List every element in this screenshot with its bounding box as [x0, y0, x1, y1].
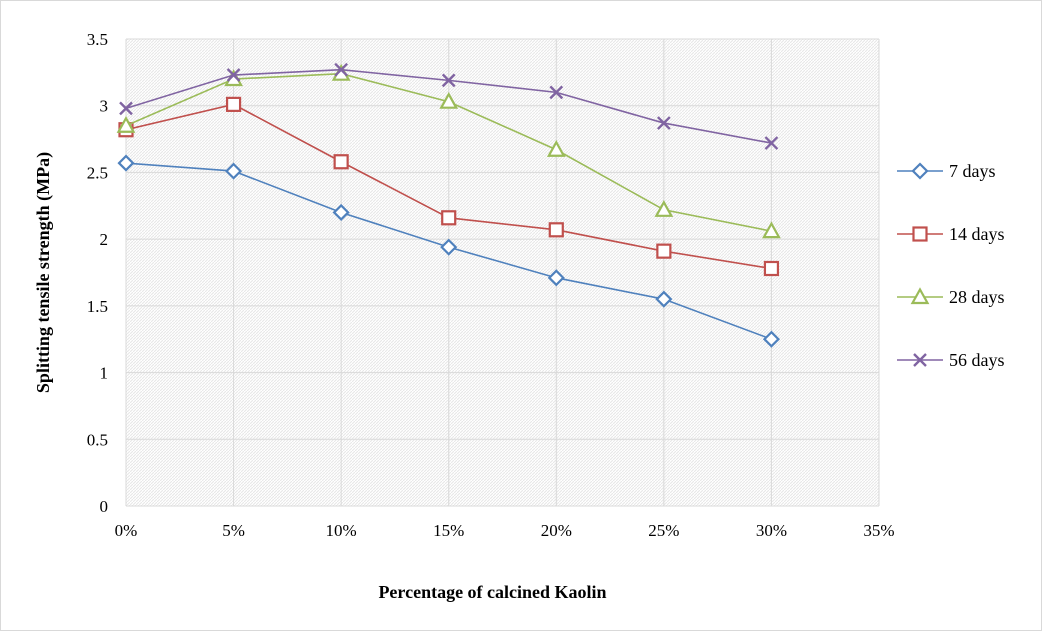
- series-7-days: [117, 154, 780, 348]
- legend-label: 56 days: [949, 350, 1005, 370]
- legend-marker: [912, 226, 928, 242]
- y-tick-label: 1: [100, 364, 109, 383]
- y-tick-label: 0.5: [87, 430, 108, 449]
- y-tick-label: 3.5: [87, 30, 108, 49]
- x-tick-label: 15%: [433, 521, 464, 540]
- x-tick-label: 0%: [115, 521, 138, 540]
- data-point-7-days: [332, 203, 350, 222]
- legend-label: 14 days: [949, 224, 1005, 244]
- data-point-14-days: [333, 154, 349, 170]
- data-point-7-days: [762, 330, 780, 348]
- x-tick-label: 35%: [863, 521, 894, 540]
- y-axis-title: Splitting tensile strength (MPa): [33, 152, 54, 393]
- legend-marker: [910, 287, 930, 305]
- data-point-28-days: [762, 221, 781, 239]
- legend: 7 days 14 days 28 days 56 days: [897, 161, 1005, 370]
- data-point-7-days: [547, 269, 565, 287]
- series-14-days: [118, 96, 780, 277]
- series-56-days: [119, 62, 779, 150]
- data-point-28-days: [116, 115, 136, 133]
- x-tick-label: 10%: [326, 521, 357, 540]
- data-point-28-days: [546, 139, 566, 157]
- y-tick-label: 1.5: [87, 297, 108, 316]
- data-point-56-days: [226, 68, 241, 82]
- legend-item-14-days: 14 days: [897, 224, 1005, 244]
- data-point-14-days: [548, 222, 564, 238]
- data-point-56-days: [764, 136, 779, 150]
- data-point-28-days: [439, 91, 459, 109]
- data-point-56-days: [334, 62, 348, 77]
- data-point-14-days: [225, 96, 242, 112]
- data-point-28-days: [654, 200, 674, 217]
- data-point-56-days: [549, 85, 564, 100]
- legend-label: 7 days: [949, 161, 996, 181]
- data-point-7-days: [117, 154, 135, 172]
- y-tick-label: 2.5: [87, 163, 108, 182]
- legend-item-7-days: 7 days: [897, 161, 996, 181]
- legend-marker: [911, 162, 929, 180]
- legend-item-28-days: 28 days: [897, 287, 1005, 307]
- data-point-14-days: [763, 260, 780, 277]
- data-point-14-days: [656, 243, 672, 259]
- x-tick-label: 20%: [541, 521, 572, 540]
- legend-label: 28 days: [949, 287, 1005, 307]
- data-point-56-days: [657, 116, 671, 130]
- data-point-56-days: [441, 73, 456, 88]
- x-tick-label: 25%: [648, 521, 679, 540]
- x-axis-ticks: 0% 5% 10% 15% 20% 25% 30% 35%: [115, 521, 895, 540]
- data-point-7-days: [225, 162, 243, 180]
- data-point-7-days: [655, 290, 673, 308]
- plot-area: [126, 39, 879, 506]
- data-point-7-days: [440, 238, 458, 256]
- y-tick-label: 0: [100, 497, 109, 516]
- legend-item-56-days: 56 days: [897, 350, 1005, 370]
- y-tick-label: 2: [100, 230, 109, 249]
- x-axis-title: Percentage of calcined Kaolin: [378, 582, 606, 602]
- data-point-14-days: [441, 210, 457, 226]
- x-tick-label: 30%: [756, 521, 787, 540]
- x-tick-label: 5%: [222, 521, 245, 540]
- y-tick-label: 3: [100, 97, 109, 116]
- series-layer: [116, 62, 781, 348]
- legend-marker: [913, 353, 927, 367]
- y-axis-ticks: 0 0.5 1 1.5 2 2.5 3 3.5: [87, 30, 108, 516]
- data-point-56-days: [119, 101, 133, 116]
